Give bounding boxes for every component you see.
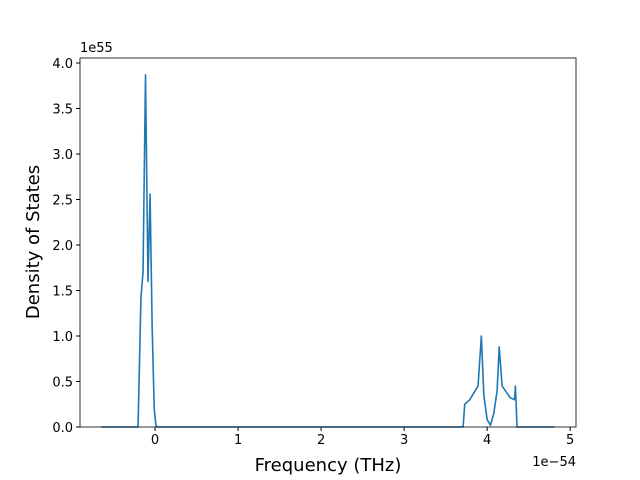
x-tick-label: 4 (483, 433, 491, 448)
x-tick-label: 2 (317, 433, 325, 448)
x-tick-label: 0 (151, 433, 159, 448)
y-tick-label: 0.0 (52, 421, 73, 436)
y-tick-label: 4.0 (52, 57, 73, 72)
y-tick-label: 2.0 (52, 239, 73, 254)
x-offset-text: 1e−54 (532, 455, 576, 470)
y-tick-label: 3.5 (52, 103, 73, 118)
y-tick-label: 3.0 (52, 148, 73, 163)
y-offset-text: 1e55 (80, 41, 113, 56)
y-axis-label: Density of States (23, 165, 44, 319)
plot-frame (79, 57, 577, 428)
x-tick-label: 3 (400, 433, 408, 448)
y-tick-label: 2.5 (52, 194, 73, 209)
y-tick-label: 1.0 (52, 330, 73, 345)
x-tick-label: 5 (566, 433, 574, 448)
data-line (101, 74, 555, 428)
y-tick-label: 1.5 (52, 285, 73, 300)
x-tick-label: 1 (234, 433, 242, 448)
x-axis-label: Frequency (THz) (255, 455, 402, 476)
y-tick-label: 0.5 (52, 376, 73, 391)
